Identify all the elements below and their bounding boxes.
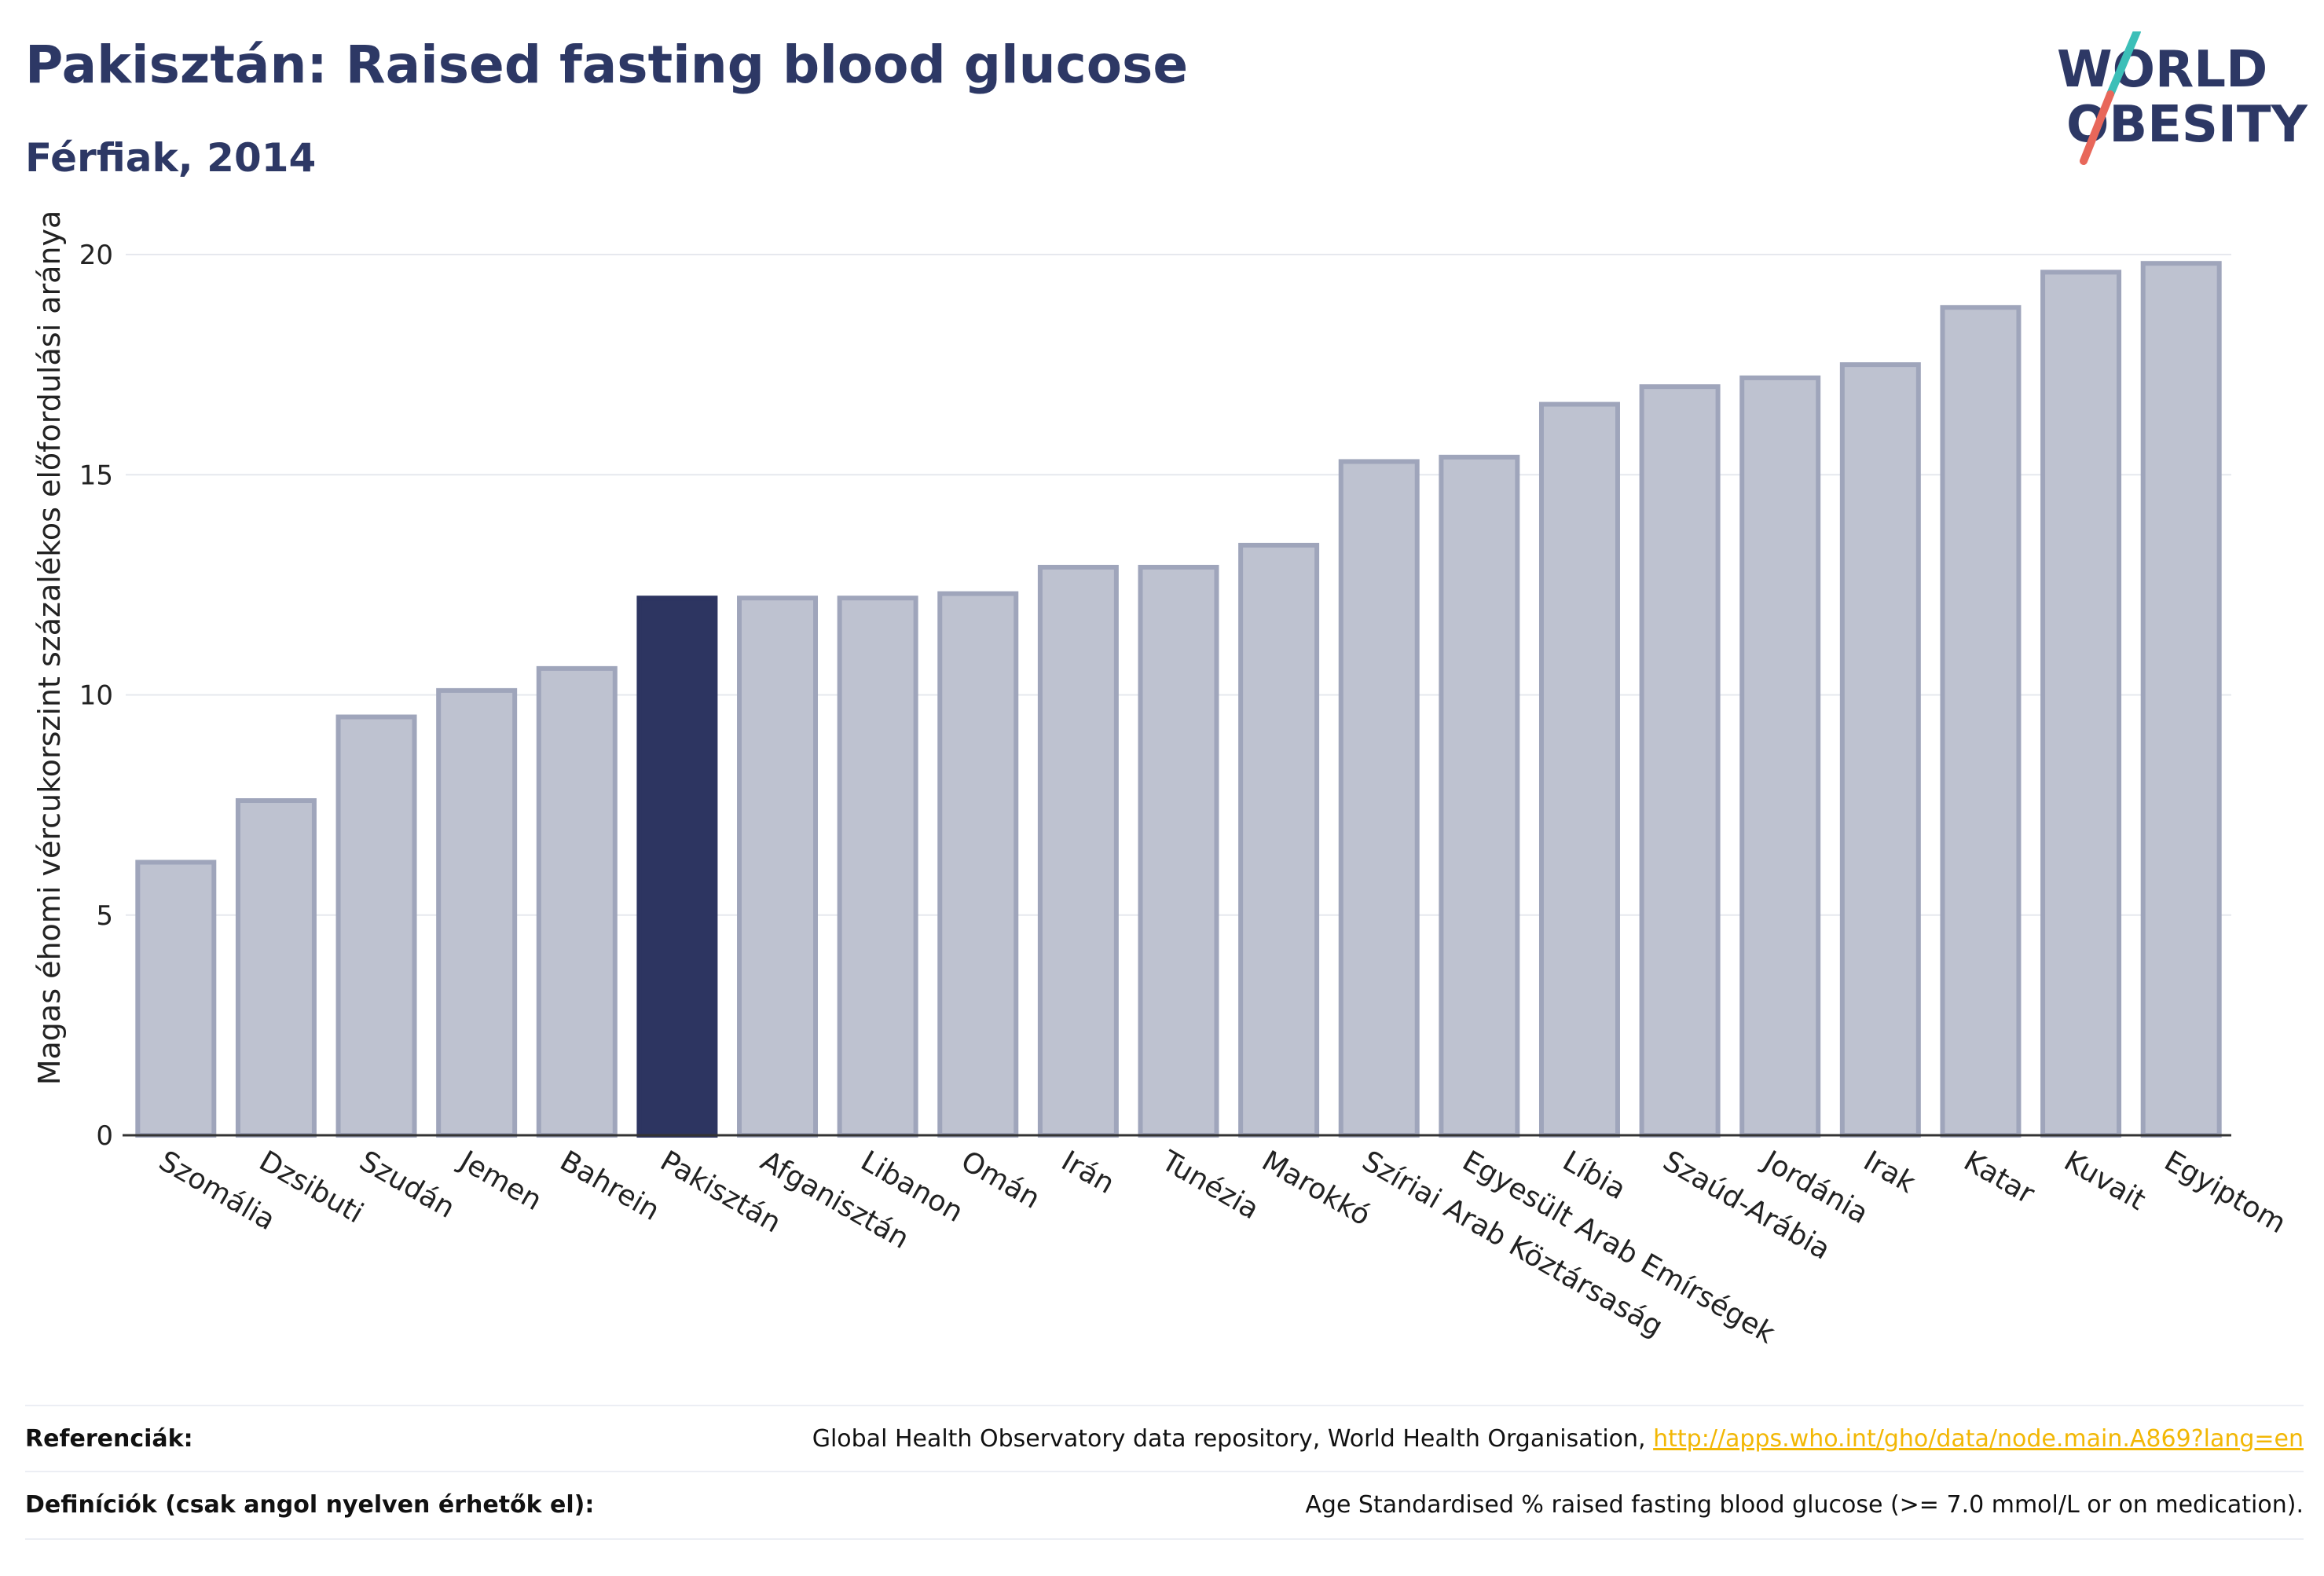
- y-tick-label: 0: [96, 1120, 113, 1152]
- bar: [1839, 362, 1921, 1138]
- bar: [937, 591, 1019, 1138]
- x-tick-label: Szaúd-Arábia: [1658, 1145, 1836, 1266]
- bar: [335, 714, 417, 1138]
- bar: [436, 687, 518, 1138]
- x-tick-label: Kuvait: [2058, 1145, 2151, 1217]
- y-tick-label: 5: [96, 900, 113, 932]
- definitions-row: Definíciók (csak angol nyelven érhetők e…: [25, 1472, 2304, 1537]
- bar: [135, 859, 217, 1138]
- bar: [2140, 261, 2222, 1138]
- chart-subtitle: Férfiak, 2014: [25, 135, 317, 181]
- definitions-label: Definíciók (csak angol nyelven érhetők e…: [25, 1490, 595, 1519]
- bar: [2040, 269, 2122, 1138]
- bar: [1739, 375, 1821, 1138]
- definitions-value: Age Standardised % raised fasting blood …: [1305, 1490, 2304, 1519]
- bar: [737, 596, 819, 1138]
- logo-slash-teal: [2106, 31, 2141, 98]
- chart-title: Pakisztán: Raised fasting blood glucose: [25, 35, 1189, 95]
- footer-divider-bottom: [25, 1538, 2304, 1540]
- bar-highlighted: [636, 596, 718, 1138]
- x-tick-label: Tunézia: [1156, 1145, 1265, 1226]
- bar: [1639, 384, 1721, 1138]
- x-tick-label: Jemen: [453, 1144, 547, 1217]
- y-tick-label: 15: [79, 460, 113, 491]
- references-link[interactable]: http://apps.who.int/gho/data/node.main.A…: [1653, 1424, 2304, 1453]
- references-value: Global Health Observatory data repositor…: [812, 1425, 2304, 1453]
- x-tick-label: Irak: [1858, 1145, 1921, 1200]
- x-tick-label: Marokkó: [1256, 1145, 1376, 1232]
- x-tick-label: Omán: [955, 1145, 1045, 1215]
- footer-divider-middle: [25, 1471, 2304, 1472]
- y-tick-label: 10: [79, 680, 113, 712]
- bar: [1238, 542, 1320, 1138]
- bar: [1138, 564, 1219, 1138]
- references-text: Global Health Observatory data repositor…: [812, 1424, 1646, 1453]
- x-tick-label: Irán: [1056, 1145, 1120, 1200]
- bar: [536, 665, 618, 1138]
- bar: [837, 596, 918, 1138]
- references-row: Referenciák: Global Health Observatory d…: [25, 1406, 2304, 1471]
- bar: [1538, 401, 1620, 1138]
- bar: [1940, 305, 2022, 1138]
- logo-text-world: WORLD: [2057, 41, 2267, 99]
- bar: [1037, 564, 1119, 1138]
- x-tick-label: Bahrein: [555, 1145, 665, 1227]
- bar: [235, 798, 317, 1138]
- footer-divider-top: [25, 1405, 2304, 1406]
- bar: [1338, 459, 1420, 1138]
- bar: [1439, 454, 1520, 1138]
- logo-slash-coral: [2080, 90, 2114, 165]
- y-tick-labels: 0 5 10 15 20: [79, 240, 113, 1152]
- x-tick-label: Szudán: [354, 1145, 460, 1225]
- y-axis-label: Magas éhomi vércukorszint százalékos elő…: [32, 211, 67, 1086]
- x-tick-label: Líbia: [1557, 1145, 1631, 1206]
- x-tick-label: Katar: [1958, 1145, 2040, 1211]
- world-obesity-logo: WORLD OBESITY: [2057, 31, 2308, 165]
- bars: [135, 261, 2222, 1138]
- y-tick-label: 20: [79, 240, 113, 271]
- x-tick-label: Egyiptom: [2159, 1145, 2292, 1240]
- references-label: Referenciák:: [25, 1424, 193, 1453]
